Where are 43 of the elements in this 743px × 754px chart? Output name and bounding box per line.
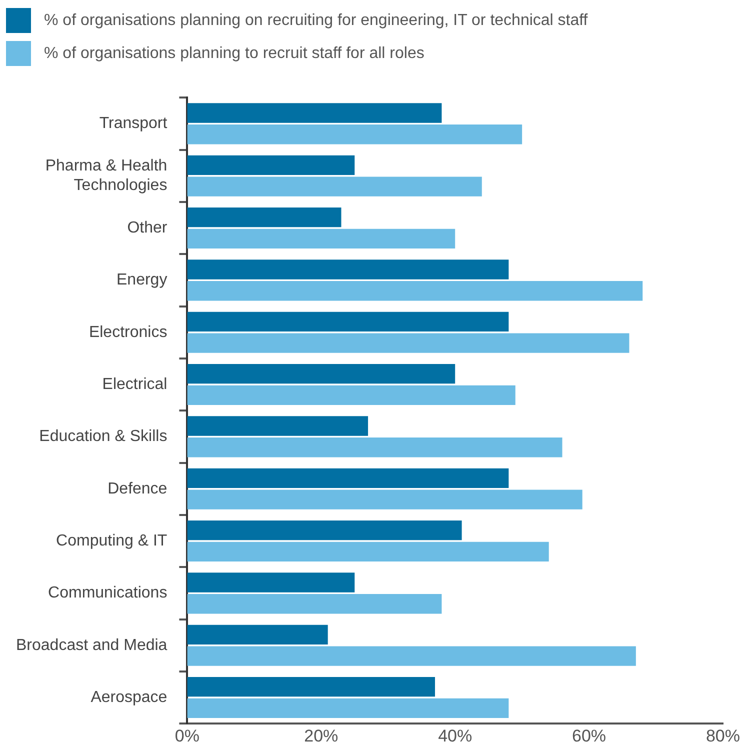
- bar: [187, 594, 442, 614]
- bar: [187, 520, 462, 540]
- y-tick-label: Broadcast and Media: [16, 636, 168, 654]
- x-tick-label: 60%: [572, 726, 606, 746]
- bar: [187, 438, 562, 458]
- bar: [187, 676, 436, 697]
- bar: [187, 542, 549, 562]
- bar: [187, 312, 509, 332]
- bar: [187, 124, 522, 144]
- bar: [187, 468, 509, 488]
- x-tick-label: 40%: [438, 726, 472, 746]
- bar: [187, 364, 456, 384]
- bar: [187, 103, 442, 123]
- y-tick-label: Energy: [116, 272, 168, 289]
- y-tick-label: Other: [127, 219, 168, 236]
- y-tick-label: Pharma & Health Technologies: [45, 158, 168, 194]
- y-tick-label: Electrical: [102, 376, 168, 393]
- x-tick-label: 80%: [706, 726, 740, 746]
- bar: [187, 385, 516, 406]
- bar: [187, 490, 582, 510]
- bar: [187, 281, 643, 301]
- x-tick-label: 20%: [304, 726, 338, 746]
- x-tick-label: 0%: [174, 726, 200, 746]
- bar: [187, 624, 328, 644]
- y-tick-label: Electronics: [88, 324, 168, 341]
- y-tick-label: Aerospace: [90, 688, 168, 706]
- legend-label: % of organisations planning on recruiting for engineering, IT or technical staff: [44, 12, 588, 30]
- legend-label: % of organisations planning to recruit staff for all roles: [44, 44, 424, 62]
- bar: [187, 207, 342, 228]
- bar: [187, 646, 636, 666]
- y-tick-label: Communications: [48, 584, 168, 602]
- bar: [187, 228, 456, 249]
- bar: [187, 572, 355, 592]
- bar: [187, 155, 355, 175]
- bar: [187, 416, 368, 436]
- bar: [187, 333, 630, 353]
- y-tick-label: Defence: [108, 480, 168, 498]
- bar: [187, 698, 509, 718]
- y-tick-label: Computing & IT: [56, 532, 168, 550]
- bar: [187, 260, 509, 280]
- bar: [187, 176, 482, 196]
- y-tick-label: Transport: [99, 115, 168, 132]
- y-tick-label: Education & Skills: [39, 428, 168, 446]
